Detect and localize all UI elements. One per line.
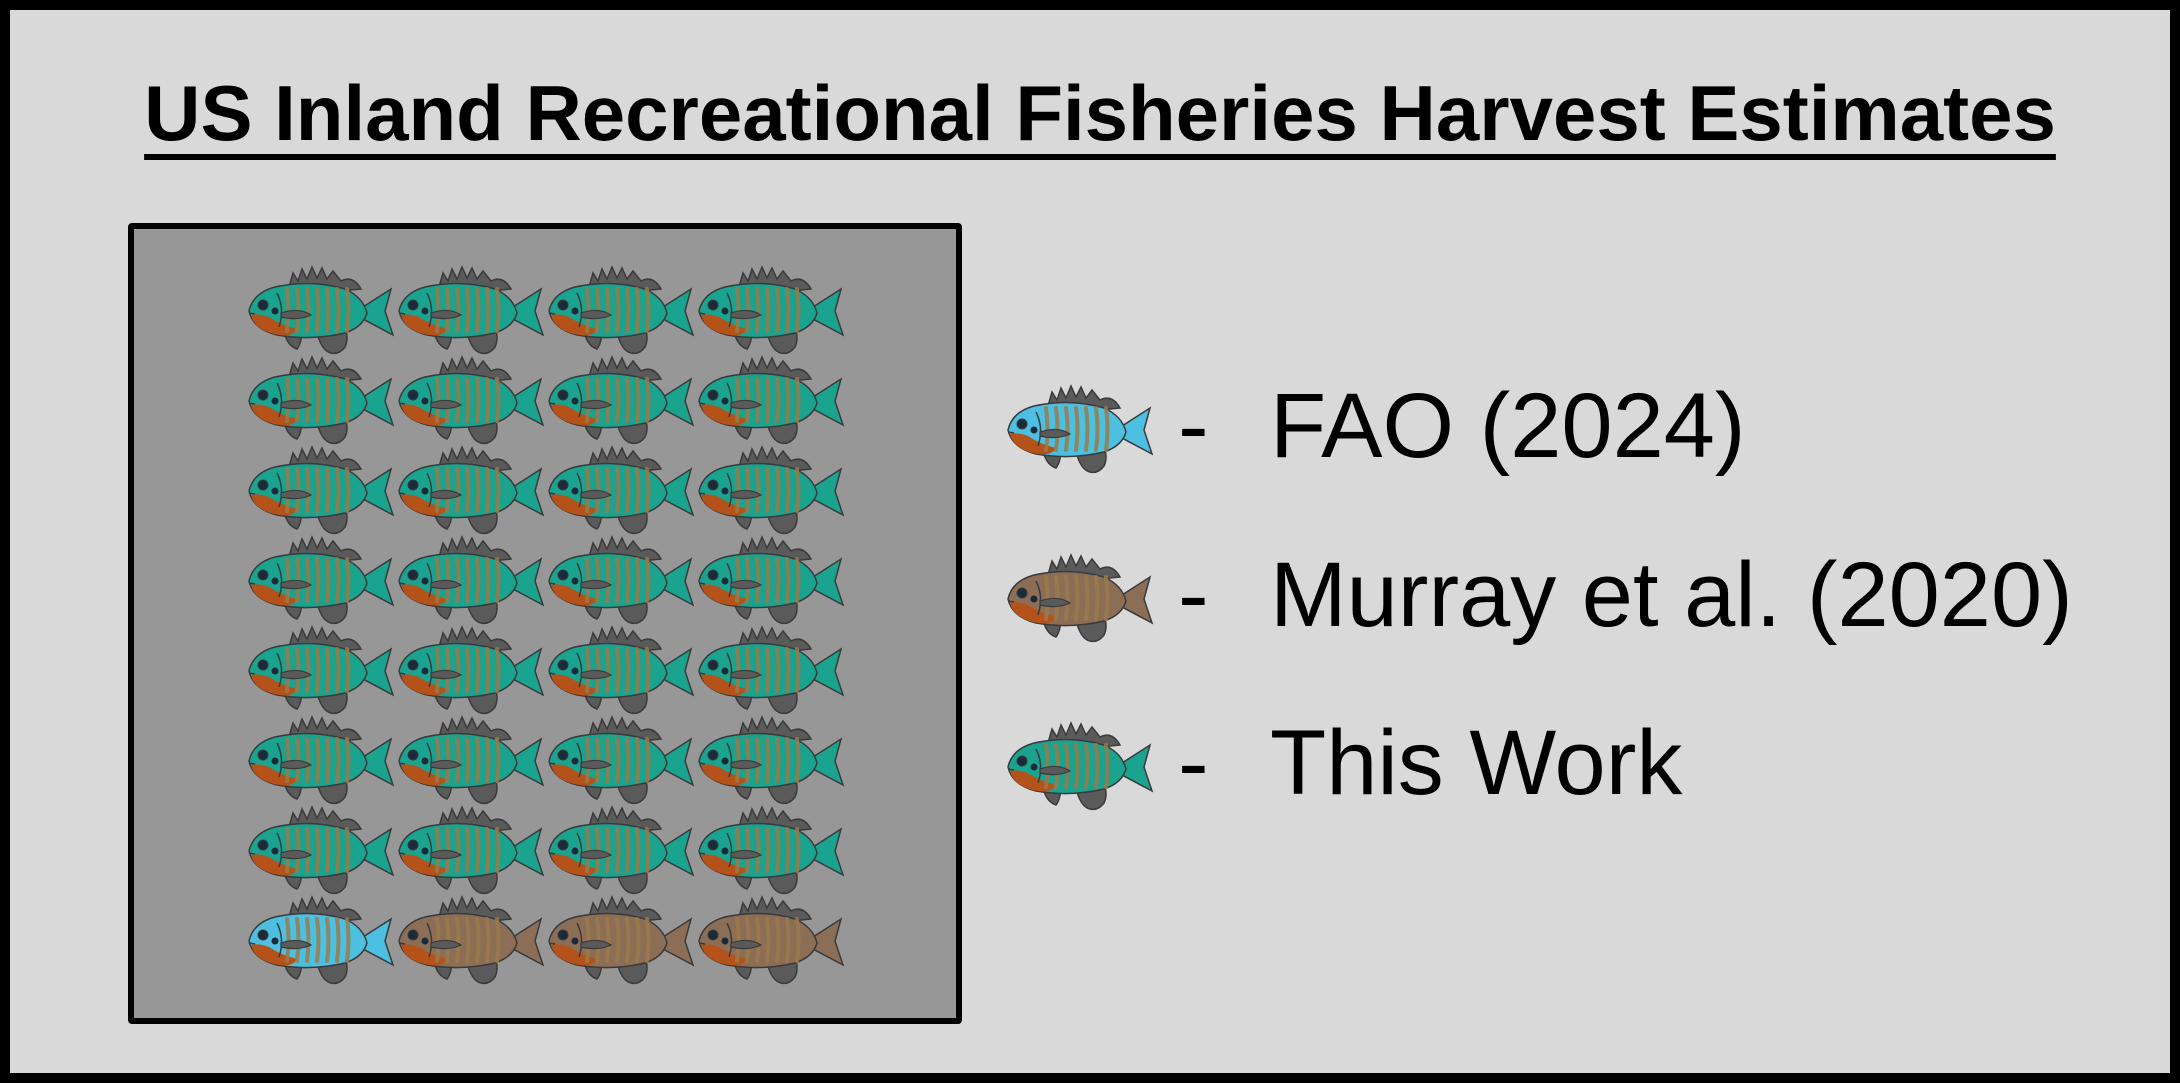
fish-this-work-icon bbox=[548, 265, 695, 355]
fish-this-work-icon bbox=[398, 265, 545, 355]
fish-this-work-icon bbox=[698, 445, 845, 535]
fish-this-work-icon bbox=[698, 805, 845, 895]
fish-this-work-icon bbox=[248, 625, 395, 715]
fish-this-work-icon bbox=[698, 625, 845, 715]
fish-this-work-icon bbox=[248, 445, 395, 535]
fish-this-work-icon bbox=[548, 355, 695, 445]
fish-this-work-icon bbox=[548, 715, 695, 805]
fish-murray-icon bbox=[398, 895, 545, 985]
fish-this-work-icon bbox=[548, 535, 695, 625]
fish-this-work-icon bbox=[698, 265, 845, 355]
fish-this-work-icon bbox=[248, 805, 395, 895]
fish-this-work-icon bbox=[548, 625, 695, 715]
fish-murray-icon bbox=[698, 895, 845, 985]
fish-this-work-icon bbox=[398, 805, 545, 895]
fish-this-work-icon bbox=[698, 355, 845, 445]
fish-this-work-icon bbox=[398, 535, 545, 625]
fish-fao-icon bbox=[248, 895, 395, 985]
fish-murray-icon bbox=[548, 895, 695, 985]
fish-this-work-icon bbox=[698, 535, 845, 625]
fish-grid-panel bbox=[128, 223, 962, 1024]
fish-this-work-icon bbox=[248, 265, 395, 355]
fish-this-work-icon bbox=[398, 445, 545, 535]
fish-this-work-icon bbox=[248, 715, 395, 805]
fish-this-work-icon bbox=[248, 355, 395, 445]
figure-title: US Inland Recreational Fisheries Harvest… bbox=[144, 69, 2056, 157]
fish-grid bbox=[248, 265, 845, 985]
fish-this-work-icon bbox=[398, 355, 545, 445]
fish-this-work-icon bbox=[698, 715, 845, 805]
fish-this-work-icon bbox=[248, 535, 395, 625]
fish-this-work-icon bbox=[398, 715, 545, 805]
fish-this-work-icon bbox=[548, 805, 695, 895]
fish-this-work-icon bbox=[398, 625, 545, 715]
fish-this-work-icon bbox=[548, 445, 695, 535]
